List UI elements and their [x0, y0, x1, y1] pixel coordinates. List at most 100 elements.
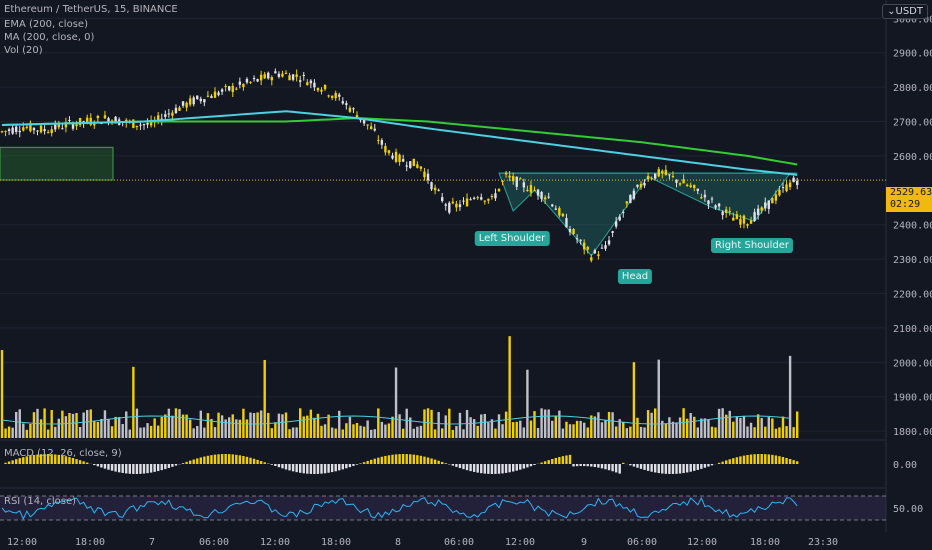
candle	[25, 126, 29, 129]
candle	[334, 93, 337, 99]
volume-bar	[82, 412, 85, 438]
macd-bar	[671, 464, 675, 474]
candle	[320, 89, 323, 92]
macd-bar	[93, 464, 96, 466]
volume-bar	[316, 413, 320, 438]
candle	[728, 211, 731, 213]
volume-bar	[504, 411, 508, 438]
macd-bar	[188, 460, 192, 464]
candle	[235, 88, 238, 90]
volume-bar	[398, 414, 401, 438]
candle	[419, 166, 423, 169]
candle	[362, 119, 366, 124]
head-label[interactable]: Head	[617, 269, 653, 284]
candle	[370, 126, 373, 130]
candle	[323, 84, 327, 90]
macd-bar	[739, 456, 742, 464]
volume-bar	[32, 412, 36, 438]
macd-bar	[352, 464, 355, 466]
volume-bar	[245, 419, 249, 438]
volume-bar	[373, 429, 376, 438]
macd-bar	[330, 464, 334, 473]
volume-bar	[760, 418, 763, 438]
macd-bar	[614, 464, 618, 473]
macd-bar	[668, 464, 671, 474]
volume-bar	[604, 420, 607, 438]
volume-bar	[714, 427, 717, 438]
left-shoulder-label[interactable]: Left Shoulder	[474, 231, 550, 246]
volume-legend[interactable]: Vol (20)	[4, 45, 43, 56]
price-tick-label: 2600.00	[893, 152, 932, 163]
volume-bar	[533, 411, 536, 438]
volume-bar	[487, 422, 490, 438]
macd-bar	[327, 464, 330, 473]
time-tick-label: 9	[581, 537, 587, 548]
macd-bar	[423, 456, 426, 464]
macd-bar	[100, 464, 103, 468]
macd-bar	[61, 455, 64, 464]
last-price-tag: 2529.63 02:29	[886, 187, 932, 212]
candle	[778, 189, 781, 196]
macd-bar	[149, 464, 153, 473]
volume-bar	[778, 427, 781, 438]
volume-bar	[657, 359, 660, 438]
volume-bar	[149, 425, 153, 438]
volume-bar	[341, 429, 344, 438]
volume-bar	[11, 427, 14, 438]
candle	[650, 178, 653, 180]
macd-bar	[543, 461, 547, 464]
candle	[618, 216, 621, 221]
volume-bar	[185, 414, 188, 438]
macd-pane-label[interactable]: MACD (12, 26, close, 9)	[4, 448, 122, 459]
rsi-pane-label[interactable]: RSI (14, close)	[4, 496, 77, 507]
macd-bar	[196, 458, 199, 464]
macd-bar	[96, 464, 100, 467]
candle	[764, 202, 767, 209]
volume-bar	[483, 413, 486, 438]
currency-selector[interactable]: ⌄USDT	[882, 4, 928, 19]
candle	[181, 101, 185, 106]
volume-bar	[313, 417, 316, 438]
macd-bar	[756, 454, 760, 464]
volume-bar	[796, 411, 799, 438]
volume-bar	[387, 423, 391, 438]
time-tick-label: 12:00	[687, 537, 717, 548]
candle	[483, 200, 486, 202]
volume-bar	[15, 411, 18, 438]
volume-bar	[490, 419, 494, 438]
macd-bar	[774, 455, 778, 464]
ema-legend[interactable]: EMA (200, close)	[4, 19, 88, 30]
candle	[529, 185, 533, 193]
macd-bar	[377, 457, 380, 464]
macd-bar	[504, 464, 508, 473]
candle	[693, 184, 696, 188]
ma-legend[interactable]: MA (200, close, 0)	[4, 32, 95, 43]
candle	[366, 124, 369, 126]
macd-bar	[462, 464, 465, 470]
macd-bar	[444, 463, 447, 464]
candle	[480, 197, 483, 200]
volume-bar	[68, 412, 71, 438]
volume-bar	[284, 412, 288, 438]
right-shoulder-label[interactable]: Right Shoulder	[710, 238, 794, 253]
macd-bar	[401, 454, 405, 464]
volume-bar	[650, 412, 653, 438]
candle	[558, 208, 561, 216]
macd-bar	[249, 457, 252, 464]
macd-bar	[299, 464, 302, 473]
candle	[707, 200, 710, 205]
candle	[68, 119, 71, 121]
macd-bar	[29, 455, 32, 464]
candle	[206, 95, 210, 97]
volume-bar	[675, 422, 678, 438]
macd-bar	[788, 458, 792, 464]
candle	[597, 254, 600, 256]
macd-bar	[157, 464, 160, 472]
candle	[387, 150, 391, 154]
candle	[43, 129, 46, 132]
macd-bar	[590, 464, 593, 467]
macd-bar	[54, 454, 57, 464]
candle	[526, 189, 529, 192]
candle	[714, 205, 717, 208]
